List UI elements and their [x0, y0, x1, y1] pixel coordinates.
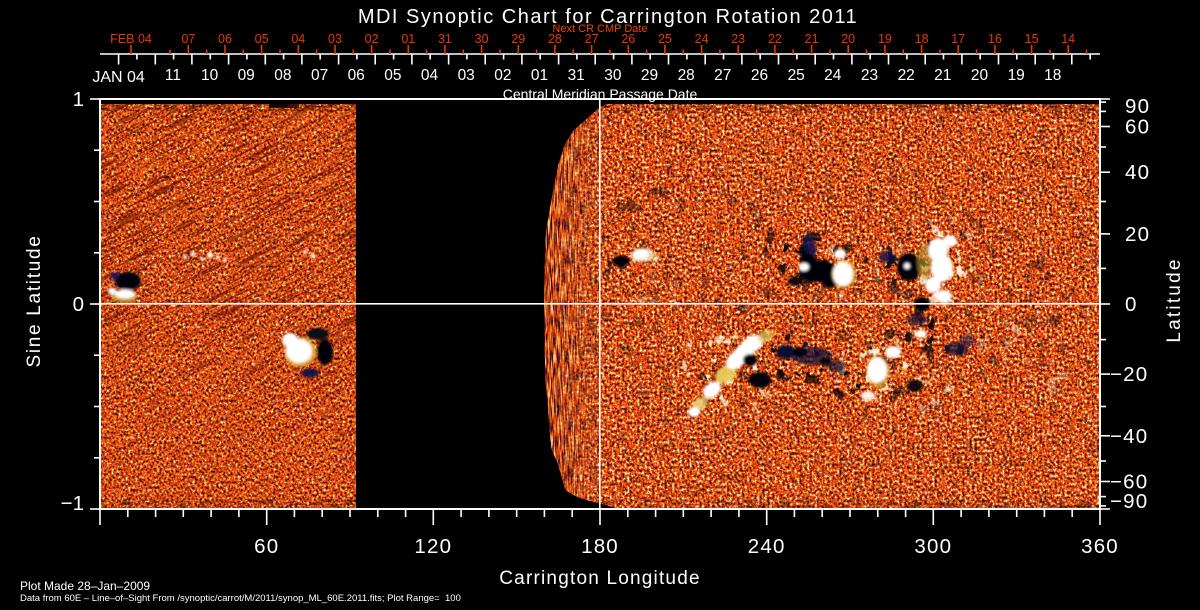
svg-text:60: 60 [1125, 116, 1150, 139]
svg-text:24: 24 [824, 67, 842, 84]
svg-text:20: 20 [1125, 223, 1150, 246]
svg-text:90: 90 [1125, 95, 1150, 118]
svg-text:Latitude: Latitude [1164, 257, 1185, 342]
svg-text:08: 08 [274, 67, 291, 84]
svg-text:−60: −60 [1110, 471, 1148, 494]
svg-text:01: 01 [401, 32, 415, 46]
svg-text:−1: −1 [61, 492, 84, 515]
svg-text:17: 17 [951, 32, 965, 46]
svg-text:31: 31 [568, 67, 585, 84]
svg-text:30: 30 [604, 67, 622, 84]
svg-text:02: 02 [365, 32, 379, 46]
svg-text:27: 27 [714, 67, 731, 84]
svg-text:18: 18 [915, 32, 929, 46]
svg-text:09: 09 [238, 67, 255, 84]
svg-text:240: 240 [748, 535, 786, 558]
svg-text:20: 20 [971, 67, 989, 84]
svg-text:−40: −40 [1110, 425, 1148, 448]
svg-text:Carrington Longitude: Carrington Longitude [499, 568, 700, 589]
svg-text:Sine Latitude: Sine Latitude [24, 234, 45, 367]
svg-text:04: 04 [421, 67, 439, 84]
svg-text:23: 23 [731, 32, 745, 46]
svg-text:120: 120 [414, 535, 452, 558]
svg-text:20: 20 [841, 32, 855, 46]
svg-text:23: 23 [861, 67, 878, 84]
svg-text:26: 26 [751, 67, 768, 84]
svg-text:19: 19 [878, 32, 892, 46]
svg-text:15: 15 [1025, 32, 1039, 46]
svg-text:07: 07 [311, 67, 328, 84]
svg-text:10: 10 [201, 67, 219, 84]
svg-text:03: 03 [328, 32, 342, 46]
svg-text:28: 28 [548, 32, 562, 46]
svg-text:26: 26 [621, 32, 635, 46]
svg-text:Data from 60E – Line–of–Sight: Data from 60E – Line–of–Sight From /syno… [20, 593, 461, 604]
svg-text:04: 04 [291, 32, 305, 46]
svg-text:−90: −90 [1110, 490, 1148, 513]
svg-text:40: 40 [1125, 161, 1150, 184]
svg-text:22: 22 [768, 32, 782, 46]
svg-text:−20: −20 [1110, 363, 1148, 386]
svg-text:11: 11 [165, 67, 181, 84]
svg-text:14: 14 [1061, 32, 1075, 46]
svg-text:1: 1 [73, 88, 84, 111]
svg-text:25: 25 [788, 67, 805, 84]
svg-text:21: 21 [805, 32, 819, 46]
svg-text:21: 21 [934, 67, 951, 84]
svg-text:05: 05 [255, 32, 269, 46]
svg-text:60: 60 [254, 535, 279, 558]
svg-text:MDI Synoptic Chart for Carring: MDI Synoptic Chart for Carrington Rotati… [358, 6, 858, 28]
svg-text:06: 06 [218, 32, 232, 46]
svg-text:01: 01 [531, 67, 548, 84]
svg-text:22: 22 [898, 67, 915, 84]
svg-text:300: 300 [914, 535, 952, 558]
svg-text:19: 19 [1008, 67, 1025, 84]
svg-text:31: 31 [438, 32, 452, 46]
svg-text:Plot Made 28–Jan–2009: Plot Made 28–Jan–2009 [20, 579, 150, 593]
svg-text:27: 27 [585, 32, 599, 46]
svg-text:0: 0 [1125, 293, 1138, 316]
svg-text:25: 25 [658, 32, 672, 46]
svg-text:Next CR CMP Date: Next CR CMP Date [552, 23, 647, 35]
svg-text:16: 16 [988, 32, 1002, 46]
svg-text:24: 24 [695, 32, 709, 46]
svg-text:JAN 04: JAN 04 [92, 69, 145, 86]
svg-text:29: 29 [641, 67, 658, 84]
svg-text:30: 30 [475, 32, 489, 46]
svg-text:28: 28 [678, 67, 695, 84]
svg-text:0: 0 [73, 293, 84, 316]
svg-text:FEB 04: FEB 04 [110, 32, 152, 46]
svg-text:180: 180 [581, 535, 619, 558]
svg-text:07: 07 [181, 32, 195, 46]
svg-text:02: 02 [494, 67, 511, 84]
svg-text:Central Meridian Passage Date: Central Meridian Passage Date [503, 86, 698, 102]
svg-text:360: 360 [1081, 535, 1119, 558]
svg-text:29: 29 [511, 32, 525, 46]
svg-text:05: 05 [384, 67, 401, 84]
svg-text:18: 18 [1044, 67, 1061, 84]
svg-text:06: 06 [348, 67, 365, 84]
svg-text:03: 03 [458, 67, 475, 84]
